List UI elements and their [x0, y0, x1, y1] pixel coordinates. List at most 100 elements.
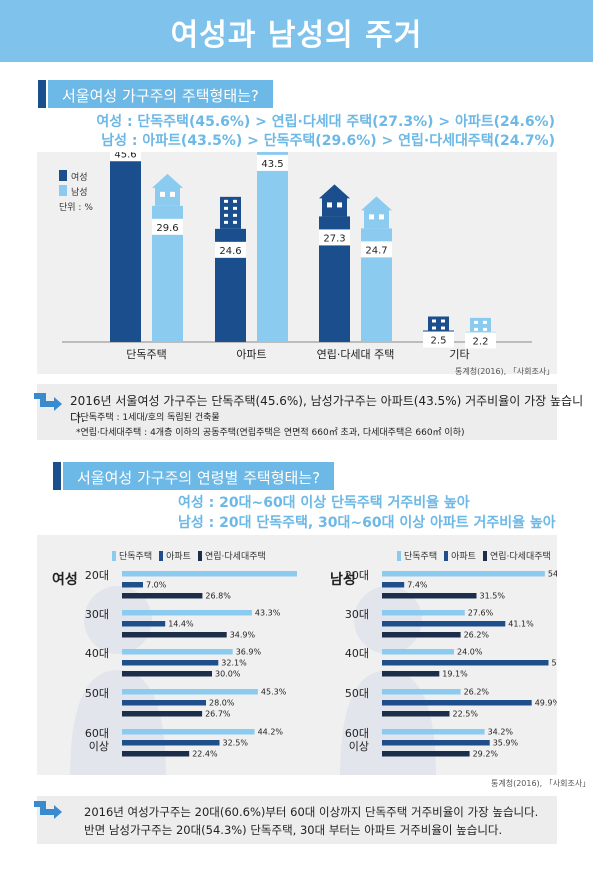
age-label: 60대	[85, 727, 109, 740]
age-label: 60대	[345, 727, 369, 740]
legend-detached-label: 단독주택	[119, 552, 153, 562]
bar-value-label: 29.2%	[473, 750, 499, 759]
bar-detached	[382, 649, 454, 655]
bar-value-label: 24.6	[219, 246, 241, 257]
bar-label-bg	[215, 241, 246, 258]
bar-apartment	[122, 660, 219, 666]
bar-apartment	[382, 660, 549, 666]
note2-box	[37, 796, 557, 844]
header-banner	[0, 0, 593, 62]
bar-value-label: 43.3%	[255, 609, 281, 618]
building-icon	[319, 184, 350, 217]
unit-label: 단위 : %	[59, 203, 93, 213]
chart1-svg: 45.6 29.6 단독주택 24.6 43.5 아파트 27.3 24.7 연립·다세대 주택…	[62, 152, 532, 361]
note1-sub1: *단독주택 : 1세대/호의 독립된 건축물	[76, 413, 220, 423]
legend-apt-swatch	[444, 550, 449, 561]
bar-detached	[122, 729, 255, 735]
bar-value-label: 43.5	[261, 159, 283, 170]
bar-detached	[382, 729, 485, 735]
bar-value-label: 45.3%	[261, 688, 287, 697]
bar-value-label: 24.7	[365, 245, 387, 256]
bar-label-bg	[152, 218, 183, 235]
category-label: 기타	[449, 348, 469, 361]
section1-summary-male: 남성 : 아파트(43.5%) > 단독주택(29.6%) > 연립·다세대주택…	[101, 133, 555, 149]
bar-value-label: 30.0%	[215, 670, 241, 679]
legend-male-swatch	[59, 185, 67, 196]
legend-detached-swatch	[397, 550, 401, 561]
bar-detached	[382, 689, 461, 695]
bar-value-label: 24.0%	[457, 648, 483, 657]
bar-value-label: 54.3%	[548, 570, 557, 579]
legend-male-label: 남성	[71, 188, 88, 198]
section2-summary-female: 여성 : 20대~60대 이상 단독주택 거주비율 높아	[178, 495, 470, 511]
bar-detached	[122, 571, 297, 577]
bar-label-bg	[319, 229, 350, 246]
building-icon	[470, 317, 491, 332]
bar-value-label: 22.5%	[453, 710, 479, 719]
bar-value-label: 7.4%	[407, 581, 428, 590]
bar-detached	[122, 649, 233, 655]
bar-value-label: 29.6	[156, 223, 178, 234]
legend-villa-swatch	[482, 550, 487, 561]
bar-value-label: 31.5%	[480, 592, 506, 601]
building-icon	[361, 196, 392, 229]
category-label: 연립·다세대 주택	[317, 348, 395, 361]
bar-apartment	[122, 582, 143, 588]
bar-detached	[382, 571, 545, 577]
legend-villa-label: 연립·다세대주택	[489, 552, 551, 562]
bar-apartment	[122, 740, 220, 746]
bar-value-label: 32.5%	[223, 739, 249, 748]
chart1-source: 통계청(2016), 「사회조사」	[455, 367, 555, 376]
legend-apt-swatch	[159, 550, 164, 561]
note2-arrow-icon	[34, 801, 62, 819]
bar-value-label: 49.9%	[535, 699, 557, 708]
bar-value-label: 2.2	[473, 336, 489, 347]
age-label: 20대	[345, 569, 369, 582]
section1-label: 서울여성 가구주의 주택형태는?	[38, 80, 273, 108]
age-label: 30대	[85, 608, 109, 621]
age-label: 이상	[89, 740, 109, 753]
bar-villa	[382, 751, 470, 757]
bar-villa	[122, 671, 212, 677]
legend-female-swatch	[59, 170, 67, 181]
bar-value-label: 19.1%	[442, 670, 468, 679]
building-icon	[428, 316, 449, 331]
bar-label-bg	[257, 154, 288, 171]
bar-value-label: 45.6	[114, 152, 136, 160]
note2-line2: 반면 남성가구주는 20대(54.3%) 단독주택, 30대 부터는 아파트 거…	[84, 823, 503, 837]
bar-villa	[382, 593, 477, 599]
bar-female	[110, 152, 141, 342]
chart3-legend: 단독주택 아파트 연립·다세대주택	[397, 549, 551, 562]
bar-detached	[122, 610, 252, 616]
note1-main: 2016년 서울여성 가구주는 단독주택(45.6%), 남성가구주는 아파트(…	[70, 394, 584, 425]
bar-villa	[122, 632, 227, 638]
bar-value-label: 34.2%	[488, 728, 514, 737]
bar-apartment	[382, 740, 490, 746]
bar-value-label: 41.1%	[508, 620, 534, 629]
bar-value-label: 27.6%	[468, 609, 494, 618]
bar-value-label: 34.9%	[230, 631, 256, 640]
legend-villa-swatch	[197, 550, 202, 561]
bar-label-bg	[423, 331, 454, 348]
bar-villa	[382, 711, 450, 717]
bar-value-label: 28.0%	[209, 699, 235, 708]
section2-label: 서울여성 가구주의 연령별 주택형태는?	[52, 462, 335, 490]
age-label: 50대	[345, 687, 369, 700]
age-label: 30대	[345, 608, 369, 621]
chart3-male-svg: 20대 54.3% 7.4% 31.5% 30대 27.6% 41.1% 26.2% 40대 24…	[345, 569, 557, 759]
note1-box	[37, 384, 557, 440]
age-label: 40대	[85, 647, 109, 660]
bar-value-label: 26.2%	[464, 631, 490, 640]
bar-value-label: 27.3	[323, 233, 345, 244]
building-icon	[220, 196, 241, 229]
legend-apt-label: 아파트	[166, 552, 191, 562]
bar-value-label: 36.9%	[236, 648, 262, 657]
bar-villa	[122, 751, 190, 757]
bar-male	[257, 152, 288, 342]
bar-apartment	[122, 700, 206, 706]
note1-arrow-icon	[34, 393, 62, 411]
legend-villa-label: 연립·다세대주택	[204, 552, 266, 562]
bar-apartment	[382, 700, 532, 706]
bar-value-label: 26.2%	[464, 688, 490, 697]
bar-villa	[382, 671, 440, 677]
